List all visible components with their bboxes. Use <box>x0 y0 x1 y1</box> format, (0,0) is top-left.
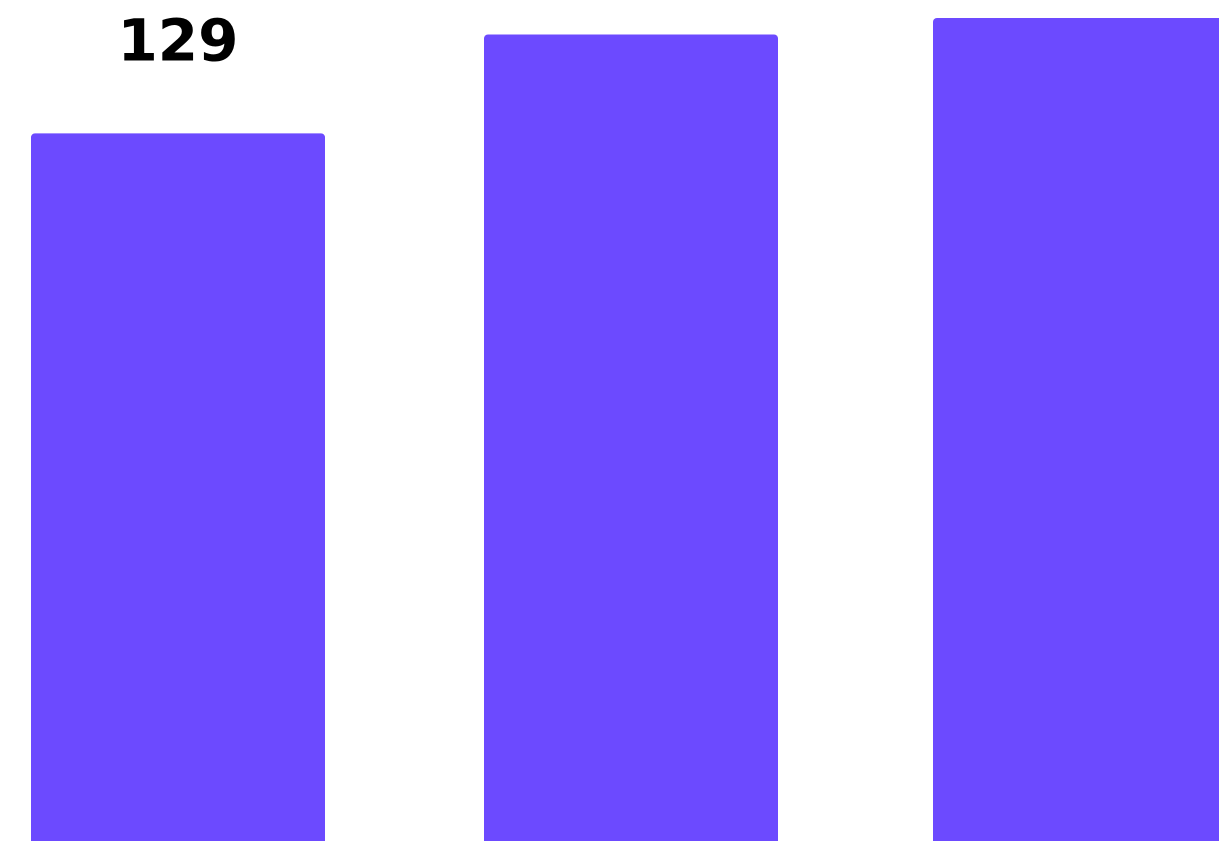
bar-2 <box>484 34 778 841</box>
bar-1 <box>31 133 325 841</box>
bars-group <box>31 18 1219 841</box>
data-labels-group: 129 <box>117 6 238 74</box>
bar-3 <box>933 18 1219 841</box>
data-label-bar-1: 129 <box>117 6 238 74</box>
